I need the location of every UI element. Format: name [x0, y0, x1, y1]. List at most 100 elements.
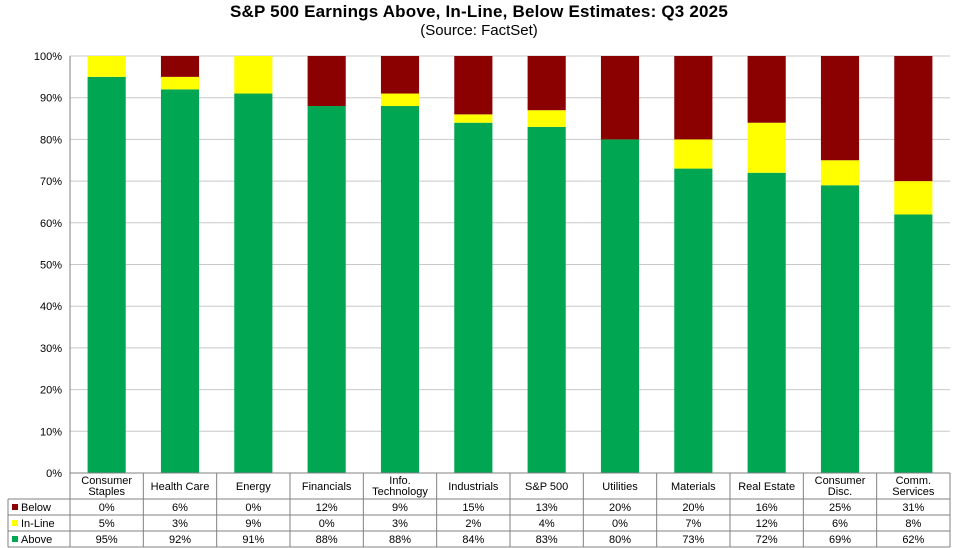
- y-tick-label: 30%: [40, 343, 62, 355]
- bar-segment-below: [307, 56, 346, 107]
- table-cell-value: 0%: [612, 518, 628, 530]
- table-cell-value: 12%: [756, 518, 778, 530]
- legend-label: In-Line: [21, 518, 55, 530]
- category-label: Utilities: [602, 481, 638, 493]
- table-cell-value: 20%: [609, 502, 631, 514]
- table-cell-value: 9%: [245, 518, 261, 530]
- bar-segment-below: [160, 56, 200, 77]
- bar-segment-below: [527, 56, 566, 111]
- table-cell-value: 25%: [829, 502, 851, 514]
- table-cell-value: 95%: [96, 534, 118, 546]
- table-cell-value: 16%: [756, 502, 778, 514]
- table-cell-value: 13%: [536, 502, 558, 514]
- bar-segment-inline: [894, 181, 933, 215]
- bar-segment-below: [820, 56, 860, 161]
- category-label: S&P 500: [525, 481, 568, 493]
- bar-segment-above: [87, 76, 126, 473]
- y-tick-label: 40%: [40, 301, 62, 313]
- legend-swatch-inline: [12, 520, 18, 526]
- table-cell-value: 8%: [905, 518, 921, 530]
- table-cell-value: 31%: [902, 502, 924, 514]
- bar-segment-inline: [380, 93, 420, 107]
- table-cell-value: 72%: [756, 534, 778, 546]
- category-label: Consumer Disc.: [815, 475, 866, 498]
- y-tick-label: 90%: [40, 93, 62, 105]
- bar-segment-inline: [87, 56, 126, 77]
- bar-segment-below: [674, 56, 713, 140]
- table-cell-value: 0%: [99, 502, 115, 514]
- y-tick-label: 100%: [34, 51, 62, 63]
- table-cell-value: 3%: [392, 518, 408, 530]
- category-label: Info. Technology: [372, 475, 428, 498]
- table-cell-value: 6%: [172, 502, 188, 514]
- bar-segment-above: [160, 89, 200, 474]
- y-tick-label: 60%: [40, 218, 62, 230]
- y-tick-label: 70%: [40, 176, 62, 188]
- table-cell-value: 91%: [242, 534, 264, 546]
- table-cell-value: 6%: [832, 518, 848, 530]
- bar-segment-above: [454, 122, 493, 473]
- table-cell-value: 5%: [99, 518, 115, 530]
- category-label: Materials: [671, 481, 716, 493]
- bar-segment-inline: [747, 122, 786, 173]
- table-cell-value: 20%: [682, 502, 704, 514]
- bar-segment-above: [234, 93, 273, 473]
- bar-segment-below: [747, 56, 786, 123]
- table-cell-value: 80%: [609, 534, 631, 546]
- table-cell-value: 12%: [316, 502, 338, 514]
- table-cell-value: 4%: [539, 518, 555, 530]
- bar-segment-inline: [674, 139, 713, 169]
- table-cell-value: 69%: [829, 534, 851, 546]
- legend-swatch-below: [12, 504, 18, 510]
- category-label: Industrials: [448, 481, 499, 493]
- bar-segment-above: [894, 214, 933, 473]
- table-cell-value: 92%: [169, 534, 191, 546]
- bar-segment-above: [674, 168, 713, 473]
- table-cell-value: 15%: [462, 502, 484, 514]
- table-cell-value: 88%: [389, 534, 411, 546]
- bar-segment-inline: [820, 160, 860, 186]
- table-cell-value: 62%: [902, 534, 924, 546]
- category-label: Financials: [302, 481, 352, 493]
- bar-segment-inline: [454, 114, 493, 123]
- category-label: Energy: [236, 481, 271, 493]
- bar-segment-above: [307, 106, 346, 473]
- y-tick-label: 80%: [40, 134, 62, 146]
- y-tick-label: 20%: [40, 385, 62, 397]
- bar-segment-below: [600, 56, 640, 140]
- bar-segment-below: [894, 56, 933, 182]
- table-cell-value: 2%: [465, 518, 481, 530]
- table-cell-value: 9%: [392, 502, 408, 514]
- bar-segment-below: [380, 56, 420, 94]
- bar-segment-above: [747, 172, 786, 473]
- category-label: Consumer Staples: [81, 475, 132, 498]
- legend-label: Below: [21, 502, 51, 514]
- bar-segment-above: [600, 139, 640, 473]
- table-cell-value: 3%: [172, 518, 188, 530]
- chart-subtitle: (Source: FactSet): [420, 22, 538, 39]
- y-tick-label: 10%: [40, 426, 62, 438]
- category-label: Health Care: [151, 481, 210, 493]
- table-cell-value: 7%: [685, 518, 701, 530]
- table-cell-value: 0%: [245, 502, 261, 514]
- bar-segment-above: [380, 106, 420, 473]
- category-label: Real Estate: [738, 481, 795, 493]
- y-tick-label: 50%: [40, 260, 62, 272]
- bar-segment-above: [527, 126, 566, 473]
- legend-label: Above: [21, 534, 52, 546]
- chart-title: S&P 500 Earnings Above, In-Line, Below E…: [230, 2, 728, 21]
- table-cell-value: 84%: [462, 534, 484, 546]
- legend-swatch-above: [12, 536, 18, 542]
- bar-segment-above: [820, 185, 860, 473]
- bar-segment-below: [454, 56, 493, 115]
- bar-segment-inline: [527, 110, 566, 127]
- y-tick-label: 0%: [46, 468, 62, 480]
- bar-segment-inline: [234, 56, 273, 94]
- table-cell-value: 73%: [682, 534, 704, 546]
- table-cell-value: 88%: [316, 534, 338, 546]
- table-cell-value: 83%: [536, 534, 558, 546]
- bar-segment-inline: [160, 76, 200, 90]
- table-cell-value: 0%: [319, 518, 335, 530]
- category-label: Comm. Services: [892, 475, 935, 498]
